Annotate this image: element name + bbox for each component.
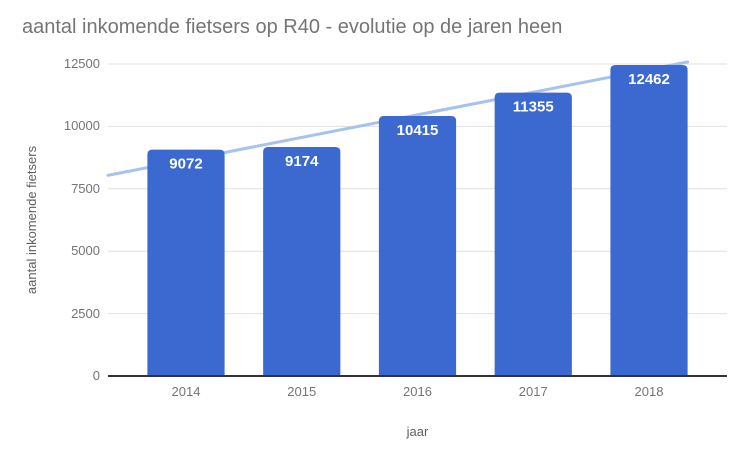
x-tick-label: 2017 <box>518 384 548 399</box>
x-tick-label: 2018 <box>634 384 664 399</box>
bar-value-label: 10415 <box>397 122 439 139</box>
y-tick-label: 0 <box>92 368 100 383</box>
bar-value-label: 9072 <box>169 156 202 173</box>
x-tick-label: 2014 <box>171 384 201 399</box>
x-axis-title: jaar <box>406 424 429 439</box>
y-tick-label: 10000 <box>63 118 100 134</box>
y-tick-label: 12500 <box>63 56 100 71</box>
x-tick-label: 2016 <box>403 384 432 399</box>
bar-2017[interactable] <box>494 92 572 377</box>
x-tick-label: 2015 <box>287 384 317 399</box>
bar-2014[interactable] <box>147 149 225 376</box>
y-tick-label: 7500 <box>71 180 100 196</box>
bar-value-label: 12462 <box>628 71 670 88</box>
y-tick-label: 2500 <box>71 305 100 321</box>
bar-value-label: 9174 <box>285 153 319 170</box>
bar-2015[interactable] <box>263 147 341 376</box>
bar-value-label: 11355 <box>513 99 554 116</box>
bar-2018[interactable] <box>610 64 688 376</box>
y-tick-label: 5000 <box>71 243 100 259</box>
bar-2016[interactable] <box>378 116 457 377</box>
chart-title: aantal inkomende fietsers op R40 - evolu… <box>22 16 563 38</box>
